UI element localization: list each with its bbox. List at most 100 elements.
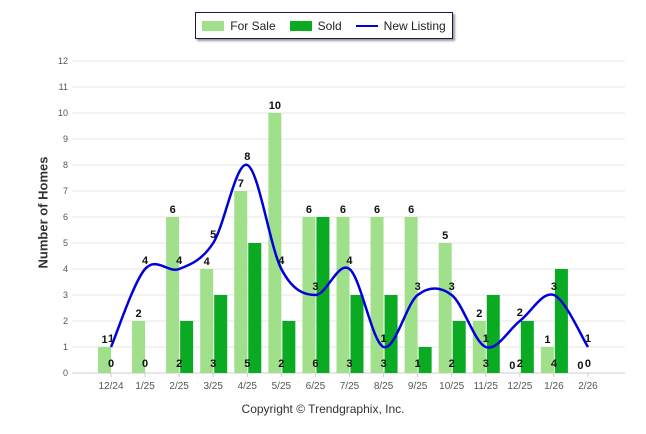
data-label-for-sale: 2 [136,308,142,320]
data-label-for-sale: 0 [577,360,583,372]
data-label-sold: 6 [312,358,318,370]
data-label-new-listing: 4 [278,255,285,267]
x-tick-label: 7/25 [340,381,360,392]
y-tick-label: 0 [63,368,68,378]
data-label-sold: 4 [551,358,558,370]
data-label-for-sale: 6 [408,204,414,216]
bar-sold [520,321,534,373]
bar-for-sale [98,347,111,373]
bar-sold [554,269,568,373]
x-tick-label: 2/25 [169,381,189,392]
data-label-sold: 2 [517,358,523,370]
x-tick-label: 2/26 [578,381,598,392]
bar-sold [384,295,398,373]
x-tick-label: 9/25 [408,381,428,392]
y-tick-label: 6 [63,212,68,222]
legend-label: Sold [317,18,342,33]
data-label-new-listing: 3 [415,281,421,293]
data-label-sold: 3 [483,358,489,370]
data-label-sold: 3 [380,358,386,370]
bar-for-sale [438,243,452,373]
data-label-sold: 3 [210,358,216,370]
y-tick-label: 8 [63,160,68,170]
bar-for-sale [234,191,248,373]
legend: For Sale Sold New Listing [195,12,453,39]
data-label-new-listing: 8 [244,151,250,163]
data-label-new-listing: 5 [210,229,216,241]
bar-sold [486,295,500,373]
y-tick-label: 3 [63,290,68,300]
data-label-sold: 1 [415,358,421,370]
data-label-for-sale: 6 [170,204,176,216]
bar-for-sale [336,217,350,373]
x-tick-label: 4/25 [238,381,258,392]
x-tick-label: 12/24 [98,381,123,392]
y-tick-label: 10 [58,108,68,118]
data-label-new-listing: 4 [346,255,353,267]
legend-swatch [289,20,312,31]
y-tick-label: 7 [63,186,68,196]
data-label-sold: 5 [244,358,250,370]
data-label-for-sale: 6 [374,204,380,216]
y-tick-label: 9 [63,134,68,144]
data-label-new-listing: 1 [108,333,114,345]
y-tick-label: 11 [59,82,68,92]
data-label-new-listing: 3 [312,281,318,293]
data-label-for-sale: 2 [476,308,482,320]
bar-for-sale [166,217,180,373]
legend-item-for-sale[interactable]: For Sale [202,18,276,33]
bar-sold [316,217,330,373]
bar-sold [418,347,432,373]
bar-sold [248,243,262,373]
bar-sold [350,295,364,373]
data-label-for-sale: 6 [340,204,346,216]
x-tick-label: 1/26 [544,381,564,392]
bar-sold [452,321,466,373]
bar-for-sale [268,113,282,373]
y-tick-label: 5 [63,238,68,248]
bar-for-sale [404,217,418,373]
data-label-for-sale: 0 [509,360,515,372]
x-tick-label: 3/25 [203,381,223,392]
data-label-new-listing: 2 [517,307,523,319]
x-tick-label: 5/25 [272,381,292,392]
data-label-for-sale: 6 [306,204,312,216]
x-tick-label: 10/25 [439,381,464,392]
bar-for-sale [132,321,146,373]
data-label-for-sale: 10 [269,100,281,112]
legend-item-sold[interactable]: Sold [289,18,342,33]
y-tick-label: 12 [58,56,68,66]
data-label-for-sale: 1 [544,334,550,346]
data-label-new-listing: 1 [380,333,386,345]
data-label-for-sale: 7 [238,178,244,190]
data-label-sold: 0 [585,358,591,370]
legend-label: New Listing [383,18,446,33]
data-label-new-listing: 1 [585,333,591,345]
data-label-for-sale: 4 [204,256,211,268]
copyright: Copyright © Trendgraphix, Inc. [241,402,405,416]
data-label-sold: 0 [108,358,114,370]
legend-item-new-listing[interactable]: New Listing [355,18,446,33]
data-label-sold: 2 [278,358,284,370]
x-tick-label: 1/25 [135,381,155,392]
data-label-sold: 2 [176,358,182,370]
bar-sold [282,321,296,373]
data-label-new-listing: 3 [551,281,557,293]
y-tick-label: 2 [63,316,68,326]
bar-sold [180,321,194,373]
bar-for-sale [370,217,384,373]
bar-sold [214,295,228,373]
data-label-new-listing: 1 [483,333,489,345]
line-new-listing [109,163,590,349]
data-label-for-sale: 5 [442,230,448,242]
data-label-new-listing: 4 [176,255,183,267]
y-tick-label: 1 [63,342,68,352]
legend-label: For Sale [230,18,276,33]
data-label-sold: 3 [346,358,352,370]
bar-for-sale [200,269,214,373]
y-tick-label: 4 [63,264,68,274]
data-label-sold: 0 [142,358,148,370]
data-label-new-listing: 4 [142,255,149,267]
data-label-new-listing: 3 [449,281,455,293]
